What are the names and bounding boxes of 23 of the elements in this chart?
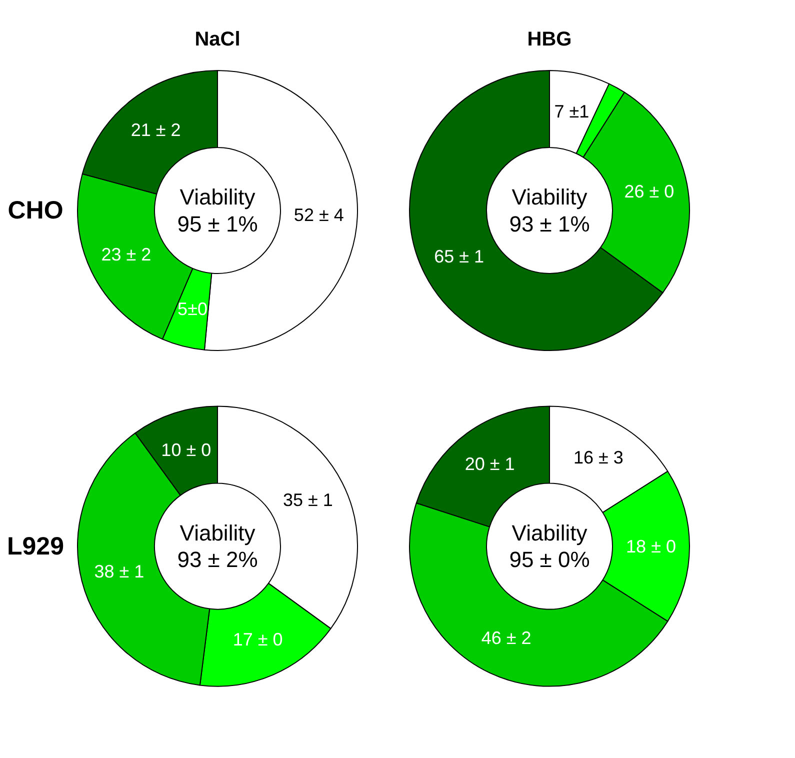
- data-label: 65 ± 1: [434, 246, 484, 267]
- text: CHO: [8, 196, 64, 224]
- data-label: 21 ± 2: [130, 120, 181, 140]
- data-label: 38 ± 1: [94, 562, 144, 582]
- text: Viability 93 ± 1%: [509, 184, 590, 236]
- data-label: 46 ± 2: [481, 628, 532, 648]
- data-label: 20 ± 1: [464, 454, 515, 474]
- text: Viability 95 ± 1%: [177, 184, 258, 236]
- data-label: 7 ±1: [554, 101, 590, 122]
- data-label: 5±0: [178, 298, 208, 319]
- data-label: 18 ± 0: [626, 536, 676, 556]
- data-label: 52 ± 4: [294, 205, 344, 226]
- data-label: 17 ± 0: [232, 629, 283, 650]
- text: L929: [7, 532, 64, 560]
- text: Viability 93 ± 2%: [177, 520, 258, 572]
- data-label: 35 ± 1: [282, 490, 333, 510]
- chart-title: HBG: [527, 28, 572, 51]
- data-label: 16 ± 3: [573, 447, 624, 468]
- data-label: 23 ± 2: [101, 244, 152, 265]
- text: Viability 95 ± 0%: [509, 520, 590, 572]
- data-label: 26 ± 0: [624, 181, 674, 202]
- chart-title: NaCl: [194, 28, 240, 51]
- data-label: 10 ± 0: [161, 440, 212, 460]
